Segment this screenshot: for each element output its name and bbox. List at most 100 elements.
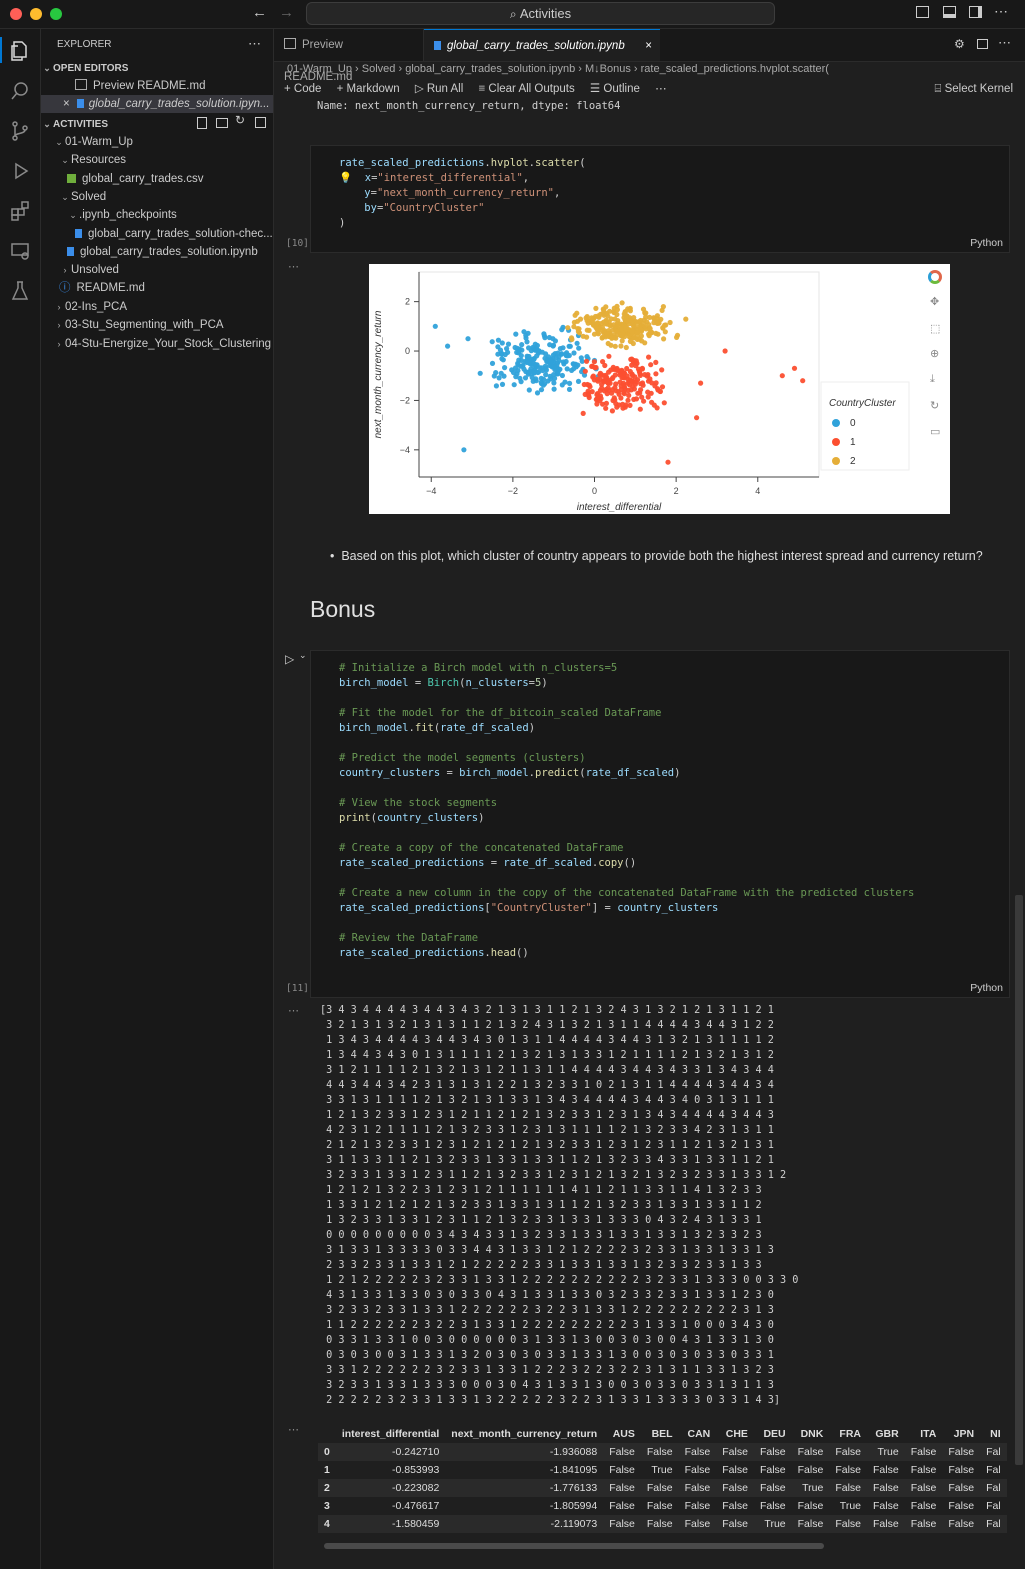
table-cell: False [797, 1464, 824, 1476]
scatter-point [547, 373, 553, 379]
open-editors-header[interactable]: ⌄ OPEN EDITORS [41, 59, 273, 77]
run-all-button[interactable]: ▷ Run All [414, 83, 464, 95]
settings-gear-icon[interactable]: ⚙ [954, 37, 965, 51]
box-zoom-icon[interactable]: ⬚ [930, 323, 941, 335]
open-editor-item-notebook[interactable]: × global_carry_trades_solution.ipyn... [41, 95, 273, 113]
tree-item-checkpoints[interactable]: ⌄ .ipynb_checkpoints [41, 206, 273, 224]
chevron-down-icon[interactable]: ⌄ [299, 650, 307, 660]
scatter-point [590, 374, 596, 380]
toggle-panel-icon[interactable] [943, 6, 956, 18]
clear-outputs-button[interactable]: ≡ Clear All Outputs [478, 83, 575, 95]
command-center-search[interactable]: ⌕ Activities [306, 2, 775, 25]
scatter-point [619, 338, 625, 344]
scatter-point [539, 349, 545, 355]
tree-item-readme[interactable]: ⓘ README.md [59, 282, 145, 294]
scatter-point [559, 372, 565, 379]
tree-item-resources[interactable]: ⌄ Resources [41, 151, 273, 169]
scatter-point [569, 367, 575, 373]
breadcrumb-item[interactable]: global_carry_trades_solution.ipynb [405, 63, 576, 75]
collapse-all-icon[interactable] [255, 117, 266, 128]
explorer-icon[interactable] [8, 39, 32, 63]
workspace-header[interactable]: ⌄ ACTIVITIES [41, 115, 273, 133]
minimize-window-button[interactable] [30, 8, 42, 20]
output-more-icon[interactable]: ⋯ [288, 261, 299, 273]
tree-item-unsolved[interactable]: › Unsolved [41, 261, 273, 279]
scatter-point [627, 402, 633, 408]
forward-arrow-icon[interactable]: → [279, 4, 294, 21]
scrollbar-thumb[interactable] [1015, 895, 1023, 1465]
close-window-button[interactable] [10, 8, 22, 20]
refresh-icon[interactable]: ↻ [235, 113, 246, 127]
column-header: DEU [763, 1428, 786, 1440]
breadcrumb-item[interactable]: rate_scaled_predictions.hvplot.scatter( [640, 63, 829, 75]
scatter-point [540, 376, 547, 382]
scatter-point [568, 335, 575, 341]
breadcrumb-item[interactable]: Solved [361, 63, 396, 75]
output-more-icon[interactable]: ⋯ [288, 1005, 299, 1017]
run-debug-icon[interactable] [8, 159, 32, 183]
tree-item-02-ins-pca[interactable]: › 02-Ins_PCA [41, 298, 273, 316]
tree-item-csv[interactable]: global_carry_trades.csv [41, 170, 273, 188]
toolbar-more-icon[interactable]: ⋯ [655, 83, 667, 95]
pan-tool-icon[interactable]: ✥ [930, 296, 940, 308]
tree-item-03-stu-segmenting[interactable]: › 03-Stu_Segmenting_with_PCA [41, 316, 273, 334]
open-editor-item-readme[interactable]: Preview README.md [41, 77, 273, 95]
close-tab-icon[interactable]: × [645, 40, 652, 52]
table-cell: Fal [986, 1464, 1001, 1476]
run-cell-icon[interactable]: ▷ [285, 652, 295, 666]
editor-more-icon[interactable]: ⋯ [998, 35, 1011, 50]
code-cell-11-source[interactable]: # Initialize a Birch model with n_cluste… [339, 662, 915, 959]
scatter-point [532, 347, 538, 353]
add-markdown-button[interactable]: + Markdown [336, 83, 400, 95]
table-cell: -1.776133 [445, 1479, 604, 1497]
search-icon[interactable] [8, 79, 32, 103]
extensions-icon[interactable] [8, 199, 32, 223]
code-cell-10[interactable]: rate_scaled_predictions.hvplot.scatter( … [310, 145, 1010, 253]
scatter-point [547, 342, 553, 348]
tree-item-solved[interactable]: ⌄ Solved [41, 188, 273, 206]
new-folder-icon[interactable] [216, 118, 228, 128]
source-control-icon[interactable] [8, 119, 32, 143]
scatter-point [683, 316, 689, 322]
split-editor-icon[interactable] [977, 39, 988, 49]
outline-button[interactable]: ☰ Outline [589, 83, 640, 95]
scatter-chart[interactable]: −4 −2 0 2 4 −4 −2 0 2 interest_differential next_m… [369, 264, 950, 514]
explorer-more-icon[interactable]: ⋯ [248, 36, 261, 51]
output-more-icon[interactable]: ⋯ [288, 1424, 299, 1436]
tree-item-checkpoint-file[interactable]: global_carry_trades_solution-chec... [41, 225, 273, 243]
vertical-scrollbar[interactable] [1013, 100, 1025, 1569]
back-arrow-icon[interactable]: ← [252, 4, 267, 21]
new-file-icon[interactable] [197, 117, 207, 129]
scatter-point [534, 390, 541, 396]
scatter-point [616, 402, 622, 408]
tree-item-04-stu-energize[interactable]: › 04-Stu-Energize_Your_Stock_Clustering [41, 335, 273, 353]
code-cell-11[interactable]: # Initialize a Birch model with n_cluste… [310, 650, 1010, 998]
breadcrumb-item[interactable]: M↓Bonus [584, 63, 631, 75]
cell-language[interactable]: Python [970, 982, 1003, 994]
select-kernel-button[interactable]: ⌸ Select Kernel [934, 83, 1013, 95]
save-icon[interactable]: ⤓ [930, 373, 935, 385]
maximize-window-button[interactable] [50, 8, 62, 20]
horizontal-scrollbar[interactable] [324, 1543, 824, 1549]
wheel-zoom-icon[interactable]: ⊕ [930, 348, 940, 360]
toggle-secondary-sidebar-icon[interactable] [969, 6, 982, 18]
tab-notebook[interactable]: global_carry_trades_solution.ipynb × [424, 29, 660, 61]
tree-item-01-warm-up[interactable]: ⌄ 01-Warm_Up [41, 133, 273, 151]
editor-tabs: Preview README.md global_carry_trades_so… [274, 29, 1025, 83]
close-icon[interactable]: × [63, 98, 70, 110]
cell-language[interactable]: Python [970, 237, 1003, 249]
code-cell-10-source[interactable]: rate_scaled_predictions.hvplot.scatter( … [339, 157, 586, 229]
table-cell: False [791, 1515, 830, 1533]
more-icon[interactable]: ⋯ [994, 3, 1008, 19]
toggle-sidebar-icon[interactable] [916, 6, 929, 18]
add-code-button[interactable]: + Code [284, 83, 322, 95]
tab-preview-readme[interactable]: Preview README.md [274, 29, 424, 83]
remote-explorer-icon[interactable] [8, 239, 32, 263]
reset-icon[interactable]: ↻ [930, 400, 940, 412]
scatter-point [645, 394, 651, 400]
tree-item-solution-notebook[interactable]: global_carry_trades_solution.ipynb [41, 243, 273, 261]
breadcrumb-item[interactable]: 01-Warm_Up [287, 63, 352, 75]
hover-tool-icon[interactable]: ▭ [930, 426, 941, 438]
testing-icon[interactable] [8, 279, 32, 303]
scatter-point [624, 365, 630, 372]
